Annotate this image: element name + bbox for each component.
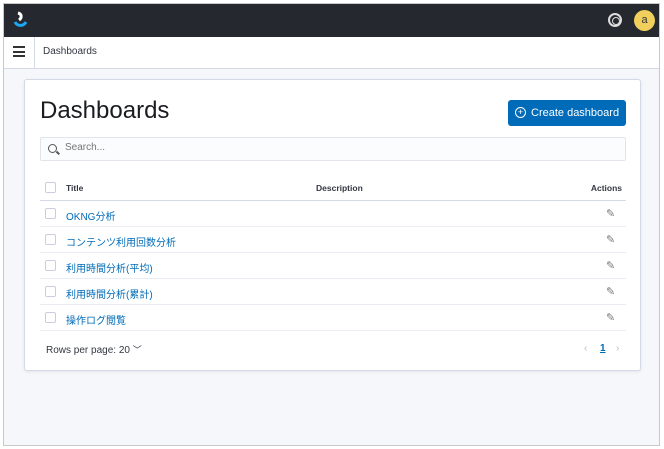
dashboard-link[interactable]: 利用時間分析(平均): [66, 264, 153, 275]
search-input[interactable]: [65, 142, 605, 153]
breadcrumb[interactable]: Dashboards: [43, 46, 97, 57]
table-row: 利用時間分析(累計) ✎: [40, 279, 626, 305]
page-title: Dashboards: [40, 97, 170, 124]
help-icon[interactable]: [608, 13, 622, 27]
table-row: OKNG分析 ✎: [40, 201, 626, 227]
column-actions: Actions: [590, 183, 622, 193]
table-row: 利用時間分析(平均) ✎: [40, 253, 626, 279]
pencil-icon[interactable]: ✎: [606, 312, 616, 324]
dashboard-link[interactable]: OKNG分析: [66, 212, 116, 223]
app-window: a Dashboards Dashboards + Create dashboar…: [3, 3, 660, 446]
next-page-icon[interactable]: ›: [616, 343, 620, 354]
menu-icon[interactable]: [13, 46, 25, 58]
search-icon: [48, 144, 57, 153]
dashboard-link[interactable]: コンテンツ利用回数分析: [66, 238, 176, 249]
pencil-icon[interactable]: ✎: [606, 260, 616, 272]
dashboards-table: Title Description Actions OKNG分析 ✎ コンテンツ利…: [40, 175, 626, 331]
create-dashboard-button[interactable]: + Create dashboard: [508, 100, 626, 126]
rows-per-page-button[interactable]: Rows per page: 20 ﹀: [46, 343, 142, 356]
pencil-icon[interactable]: ✎: [606, 234, 616, 246]
row-checkbox[interactable]: [45, 286, 56, 297]
pencil-icon[interactable]: ✎: [606, 208, 616, 220]
prev-page-icon[interactable]: ‹: [584, 343, 588, 354]
row-checkbox[interactable]: [45, 312, 56, 323]
column-title[interactable]: Title: [66, 183, 84, 193]
chevron-down-icon: ﹀: [132, 345, 142, 355]
dashboard-link[interactable]: 利用時間分析(累計): [66, 290, 153, 301]
row-checkbox[interactable]: [45, 234, 56, 245]
select-all-checkbox[interactable]: [45, 182, 56, 193]
table-header: Title Description Actions: [40, 175, 626, 201]
row-checkbox[interactable]: [45, 260, 56, 271]
table-row: コンテンツ利用回数分析 ✎: [40, 227, 626, 253]
rows-per-page-label: Rows per page: 20: [46, 345, 130, 356]
page-1-button[interactable]: 1: [600, 343, 606, 354]
divider: [34, 37, 35, 69]
table-row: 操作ログ閲覧 ✎: [40, 305, 626, 331]
breadcrumb-bar: Dashboards: [4, 37, 659, 69]
top-bar: a: [4, 4, 659, 37]
app-logo-icon[interactable]: [12, 11, 30, 29]
plus-circle-icon: +: [515, 107, 526, 118]
row-checkbox[interactable]: [45, 208, 56, 219]
search-field[interactable]: [40, 137, 626, 161]
user-avatar[interactable]: a: [634, 10, 655, 31]
pencil-icon[interactable]: ✎: [606, 286, 616, 298]
dashboards-panel: Dashboards + Create dashboard Title Descr…: [24, 79, 641, 371]
create-label: Create dashboard: [531, 107, 620, 119]
dashboard-link[interactable]: 操作ログ閲覧: [66, 316, 126, 327]
column-description[interactable]: Description: [316, 183, 363, 193]
